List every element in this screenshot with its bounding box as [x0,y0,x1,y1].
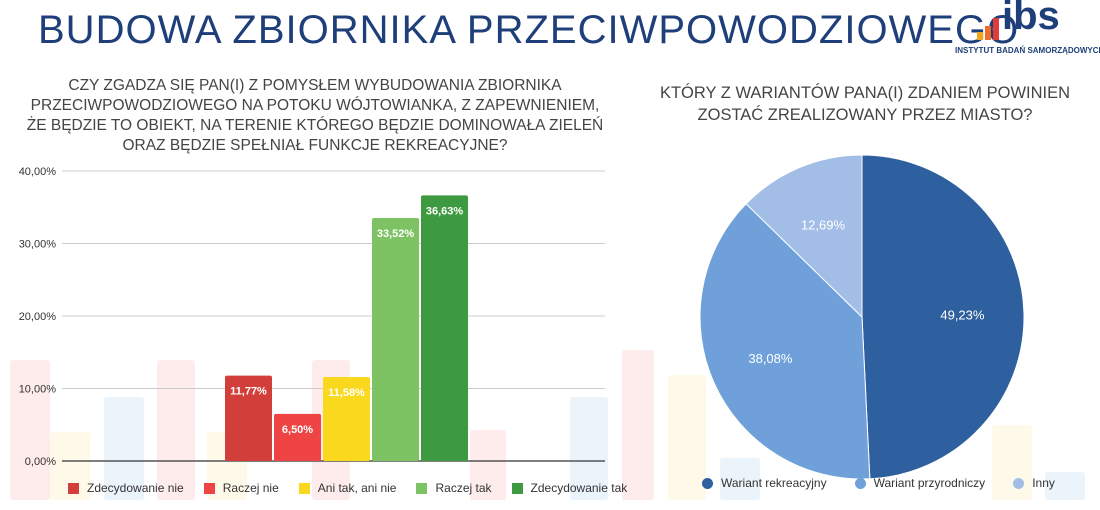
bar-3 [323,377,370,461]
bar-data-label: 6,50% [282,424,313,436]
legend-swatch [416,482,428,494]
ibs-logo [955,4,1095,60]
background-decor-bar [157,360,195,500]
pie-slice-2 [699,203,871,480]
legend-label: Ani tak, ani nie [317,481,397,495]
background-decor-bar [622,350,654,500]
y-tick-label: 30,00% [19,239,57,251]
pie-slice-1 [861,154,1025,480]
page-title: BUDOWA ZBIORNIKA PRZECIWPOWODZIOWEGO [38,8,1020,52]
y-tick-label: 0,00% [25,456,56,468]
legend-swatch [854,477,866,489]
legend-label: Raczej nie [222,481,279,495]
legend-item: Inny [1013,476,1055,490]
legend-label: Wariant rekreacyjny [721,476,827,490]
legend-swatch [702,477,713,489]
legend-item: Raczej nie [203,481,279,495]
background-decor-bar [50,432,90,500]
legend-item: Zdecydowanie nie [68,481,184,495]
pie-legend: Wariant rekreacyjny Wariant przyrodniczy I… [702,476,1055,490]
bar-4 [372,217,419,461]
y-tick-label: 10,00% [19,384,57,396]
background-decor-bar [104,397,144,500]
pie-chart-title: KTÓRY Z WARIANTÓW PANA(I) ZDANIEM POWINI… [659,84,1071,124]
legend-swatch [298,482,310,494]
legend-item: Zdecydowanie tak [511,481,628,495]
bar-data-label: 11,77% [230,386,267,398]
bar-data-label: 36,63% [426,205,464,217]
bar-data-label: 33,52% [377,228,415,240]
legend-item: Ani tak, ani nie [298,481,397,495]
legend-label: Zdecydowanie nie [87,481,184,495]
background-decor-bar [1045,472,1085,500]
bar-data-label: 11,58% [328,387,365,399]
bar-legend: Zdecydowanie nie Raczej nie Ani tak, ani n… [68,481,627,495]
legend-item: Wariant rekreacyjny [702,476,827,490]
legend-item: Raczej tak [416,481,492,495]
legend-swatch [203,482,215,494]
background-decor-bar [470,430,506,500]
bar-1 [225,375,272,461]
logo-text: ibs [1002,0,1060,38]
background-decor-bar [668,375,706,500]
pie-slice-3 [745,154,863,319]
legend-label: Inny [1032,476,1055,490]
background-decor-bar [570,397,608,500]
pie-data-label: 12,69% [801,217,846,232]
bar-2 [274,413,321,461]
legend-swatch [511,482,523,494]
legend-swatch [68,482,79,494]
bar-chart-title: CZY ZGADZA SIĘ PAN(I) Z POMYSŁEM WYBUDOW… [26,77,604,154]
y-tick-label: 40,00% [19,166,57,178]
background-decor-bar [720,458,760,500]
pie-data-label: 38,08% [748,351,793,366]
legend-label: Raczej tak [435,481,492,495]
y-tick-label: 20,00% [19,311,57,323]
pie-data-label: 49,23% [940,308,985,323]
legend-label: Wariant przyrodniczy [873,476,986,490]
background-decor-bar [10,360,50,500]
bar-5 [421,195,468,461]
legend-item: Wariant przyrodniczy [854,476,986,490]
legend-swatch [1013,477,1025,489]
legend-label: Zdecydowanie tak [530,481,628,495]
logo-subtitle: INSTYTUT BADAŃ SAMORZĄDOWYCH [955,46,1100,55]
